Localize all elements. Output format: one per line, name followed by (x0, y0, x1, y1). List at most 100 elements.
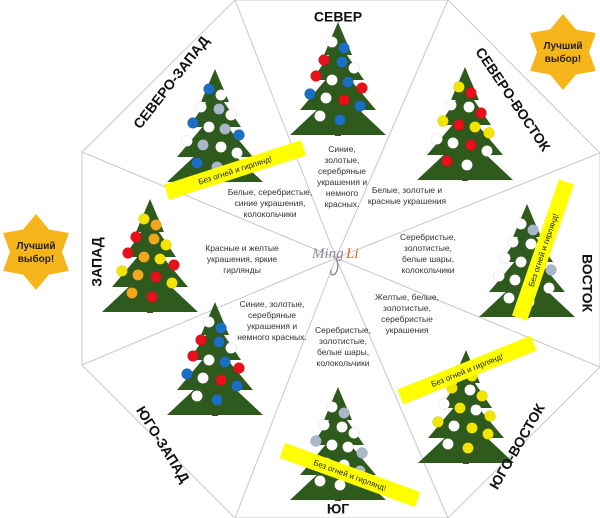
ornament-yellow (138, 213, 150, 225)
description-line: колокольчики (244, 209, 297, 219)
logo-text-right: Li (345, 246, 359, 262)
ornament-red (150, 271, 162, 283)
ornament-white (314, 475, 326, 487)
description-line: золотистые, (404, 243, 452, 253)
ornament-white (326, 401, 338, 413)
ornament-yellow (483, 127, 495, 139)
divider-line (81, 257, 337, 366)
ornament-yellow (469, 121, 481, 133)
ornament-blue (181, 368, 193, 380)
ornament-blue (211, 394, 223, 406)
sector-description-west: Красные и желтые украшения, яркие гирлянды (205, 243, 279, 275)
sector-dividers (81, 0, 600, 518)
tree-foliage (102, 267, 198, 312)
ornament-white (320, 92, 332, 104)
divider-line (335, 0, 449, 259)
ornament-white (461, 159, 473, 171)
tree-foliage (417, 135, 513, 180)
ornament-white (318, 419, 330, 431)
description-line: Серебристые, (315, 325, 371, 335)
ornament-white (326, 36, 338, 48)
ornament-blue (219, 356, 231, 368)
ornament-red (233, 362, 245, 374)
banners: Без огней и гирлянд!Без огней и гирлянд!… (164, 140, 575, 508)
ornament-blue (334, 114, 346, 126)
banner-strip (511, 179, 575, 321)
ornament-silver (219, 123, 231, 135)
ornament-blue (336, 56, 348, 68)
ornament-white (463, 101, 475, 113)
ornament-red (441, 155, 453, 167)
description-line: украшения (385, 325, 428, 335)
ornament-red (356, 82, 368, 94)
banner-strip (397, 335, 537, 405)
ornament-orange (148, 233, 160, 245)
divider-line (335, 257, 600, 368)
ornament-red (338, 94, 350, 106)
description-line: Белые, золотые и (372, 185, 443, 195)
tree-foliage (112, 242, 188, 287)
divider-line (234, 257, 337, 518)
description-line: золотые, (324, 155, 359, 165)
description-line: украшения и (247, 321, 297, 331)
ornament-red (475, 107, 487, 119)
ornament-white (203, 121, 215, 133)
ornament-white (215, 89, 227, 101)
ornament-white (448, 420, 460, 432)
ornament-orange (132, 269, 144, 281)
ornament-red (122, 247, 134, 259)
ornament-red (168, 259, 180, 271)
ornament-white (203, 316, 215, 328)
ornament-red (187, 350, 199, 362)
description-line: немного (326, 188, 359, 198)
ornament-yellow (462, 442, 474, 454)
ornament-orange (138, 251, 150, 263)
ornament-white (215, 141, 227, 153)
logo-swirl (330, 257, 339, 276)
ornament-red (195, 334, 207, 346)
description-line: колокольчики (402, 265, 455, 275)
direction-label-north: СЕВЕР (314, 9, 362, 25)
tree-foliage (177, 345, 253, 390)
ornament-red (310, 70, 322, 82)
ornament-white (447, 137, 459, 149)
divider-line (234, 0, 337, 259)
ornament-white (442, 438, 454, 450)
description-line: колокольчики (317, 358, 370, 368)
tree-foliage (428, 393, 504, 438)
ornament-white (342, 441, 354, 453)
ornament-white (493, 270, 505, 282)
badge-line2: выбор! (545, 53, 581, 65)
description-line: Серебристые, (400, 232, 456, 242)
ornament-silver (356, 447, 368, 459)
ornament-yellow (466, 422, 478, 434)
ornament-white (326, 439, 338, 451)
ornament-blue (233, 129, 245, 141)
ornament-silver (545, 264, 557, 276)
star-badge-icon (530, 14, 596, 90)
description-line: гирлянды (223, 265, 261, 275)
badge-line2: выбор! (18, 253, 54, 265)
direction-label-south: ЮГ (327, 501, 349, 517)
ornament-blue (354, 100, 366, 112)
ornament-blue (213, 336, 225, 348)
ornament-yellow (160, 239, 172, 251)
description-line: серебряные (248, 310, 296, 320)
description-line: Синие, золотые, (240, 299, 305, 309)
ornament-red (146, 291, 158, 303)
ornament-white (543, 282, 555, 294)
badge-line1: Лучший (543, 41, 582, 52)
description-line: красные украшения (368, 196, 447, 206)
tree-foliage (290, 90, 386, 135)
ornament-white (438, 398, 450, 410)
ornament-red (453, 119, 465, 131)
description-line: золотистые, (319, 336, 367, 346)
ornament-yellow (116, 265, 128, 277)
tree-west (102, 199, 198, 313)
ornament-white (231, 147, 243, 159)
tree-foliage (418, 418, 514, 463)
divider-line (335, 257, 449, 518)
ornament-yellow (166, 277, 178, 289)
ornament-red (130, 231, 142, 243)
